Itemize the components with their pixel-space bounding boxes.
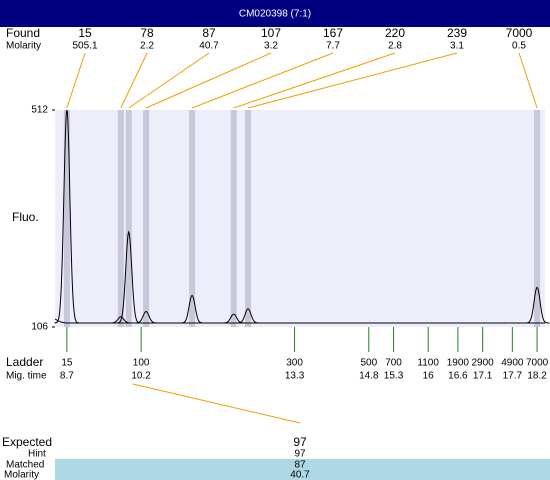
y-tick-label: 106 [31,322,48,333]
found-size: 87 [202,26,216,40]
ladder-size: 15 [61,358,73,369]
found-molarity: 7.7 [326,41,340,52]
expected-label: Matched [6,460,44,471]
y-axis-label: Fluo. [12,210,39,224]
found-label: Found [6,26,40,40]
ladder-size: 300 [286,358,303,369]
peak-band [117,110,124,327]
ladder-size: 500 [360,358,377,369]
found-molarity: 505.1 [72,41,97,52]
ladder-size: 7000 [526,358,549,369]
peak-connector [518,52,538,109]
peak [221,313,247,324]
found-size: 220 [385,26,405,40]
peak [116,230,142,324]
ladder-time: 16.6 [448,371,468,382]
found-size: 167 [323,26,343,40]
ladder-size: 1100 [417,358,439,369]
expected-label: Hint [28,449,46,460]
ladder-time: 10.2 [131,371,151,382]
peak-band [63,110,70,327]
ladder-time: 16 [423,371,435,382]
ladder-time: 13.3 [285,371,305,382]
found-molarity: 0.5 [512,41,526,52]
peak-band [189,110,196,327]
ladder-size: 2900 [472,358,495,369]
peak-connector [128,52,210,109]
ladder-time: 18.2 [527,371,547,382]
title-bar [0,0,550,27]
peak-connector [120,52,148,109]
matched-highlight [55,459,550,480]
peak-connector [191,52,334,109]
found-size: 78 [140,26,154,40]
found-molarity: 3.2 [264,41,278,52]
ladder-label: Ladder [6,355,43,369]
expected-value: 97 [293,435,307,449]
peak-band [230,110,237,327]
peak-connector [247,52,458,109]
found-molarity: 2.2 [140,41,154,52]
expected-value: 40.7 [290,470,310,480]
ladder-time: 8.7 [60,371,74,382]
expected-value: 97 [294,449,306,460]
y-tick-label: 512 [31,105,48,116]
ladder-time: 15.3 [384,371,404,382]
peak [54,109,80,324]
title: CM020398 (7:1) [239,9,311,20]
ladder-time-label: Mig. time [6,371,47,382]
expected-label: Molarity [4,470,39,480]
found-molarity: 2.8 [388,41,402,52]
ladder-time: 17.1 [473,371,493,382]
ladder-size: 100 [133,358,150,369]
trace-baseline [54,318,545,324]
found-molarity: 40.7 [199,41,219,52]
ladder-time: 14.8 [359,371,379,382]
ladder-size: 700 [385,358,402,369]
peak-band [125,110,132,327]
ladder-size: 4900 [501,358,524,369]
peak-band [245,110,252,327]
peak-connector [66,52,86,109]
expected-connector [132,383,301,424]
ladder-time: 17.7 [503,371,523,382]
peak [235,308,261,324]
expected-label: Expected [2,435,52,449]
found-size: 15 [78,26,92,40]
found-size: 239 [447,26,467,40]
peak [133,310,159,324]
peak [179,294,205,324]
found-size: 107 [261,26,281,40]
peak [524,286,550,324]
peak-band [143,110,150,327]
plot-area [55,110,545,327]
expected-value: 87 [294,460,306,471]
found-size: 7000 [506,26,533,40]
found-molarity-label: Molarity [6,41,41,52]
peak-band [534,110,541,327]
peak [108,316,134,324]
found-molarity: 3.1 [450,41,464,52]
peak-connector [145,52,272,109]
ladder-size: 1900 [447,358,470,369]
peak-connector [233,52,396,109]
